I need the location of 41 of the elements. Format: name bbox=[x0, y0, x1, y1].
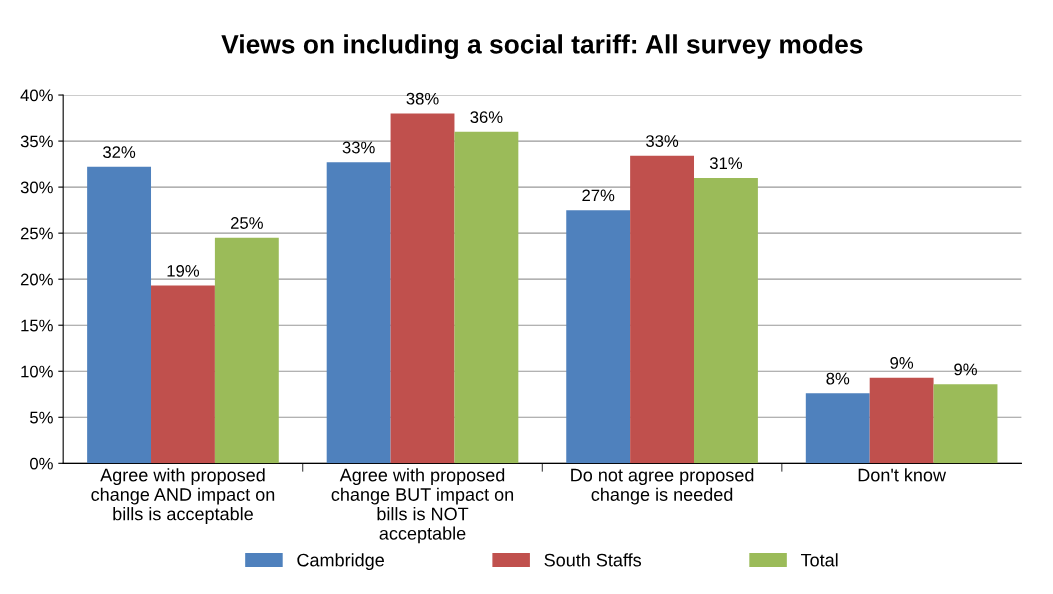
legend-label: South Staffs bbox=[544, 553, 642, 567]
bar bbox=[454, 131, 519, 464]
data-label: 9% bbox=[890, 357, 914, 369]
y-tick-label: 20% bbox=[20, 273, 53, 286]
data-label: 8% bbox=[826, 372, 850, 385]
y-tick-label: 10% bbox=[21, 365, 53, 378]
y-tick-label: 25% bbox=[20, 227, 53, 240]
y-tick-label: 30% bbox=[20, 181, 53, 194]
bar bbox=[390, 113, 455, 464]
bar bbox=[869, 377, 934, 464]
bar bbox=[805, 393, 870, 464]
bar bbox=[694, 177, 758, 464]
y-tick-label: 40% bbox=[20, 89, 53, 102]
data-label: 33% bbox=[342, 141, 375, 154]
legend-label: Total bbox=[800, 553, 838, 567]
legend-label: Cambridge bbox=[297, 553, 384, 571]
data-label: 27% bbox=[582, 189, 615, 202]
y-tick-label: 0% bbox=[30, 457, 53, 470]
data-label: 25% bbox=[231, 217, 263, 229]
data-label: 38% bbox=[406, 92, 439, 105]
bar bbox=[87, 166, 152, 464]
bar bbox=[630, 155, 695, 464]
bar bbox=[566, 210, 631, 464]
x-tick-label: Agree with proposed change AND impact on bills is acceptable bbox=[91, 468, 275, 524]
data-label: 36% bbox=[470, 111, 503, 124]
chart-title: Views on including a social tariff: All survey modes bbox=[221, 34, 863, 59]
data-label: 32% bbox=[103, 146, 136, 158]
x-tick-label: Agree with proposed change BUT impact on bills is NOT acceptable bbox=[331, 468, 514, 544]
x-tick-label: Don't know bbox=[858, 468, 947, 482]
bar bbox=[214, 237, 279, 464]
bar bbox=[326, 162, 391, 464]
data-label: 31% bbox=[709, 157, 743, 170]
data-label: 9% bbox=[954, 363, 977, 376]
y-tick-label: 35% bbox=[20, 135, 53, 148]
x-tick-label: Do not agree proposed change is needed bbox=[571, 468, 754, 505]
data-label: 19% bbox=[167, 264, 200, 277]
y-tick-label: 15% bbox=[21, 319, 53, 332]
y-tick-label: 5% bbox=[30, 411, 53, 424]
bar bbox=[933, 384, 998, 464]
bar bbox=[151, 285, 215, 464]
data-label: 33% bbox=[646, 135, 679, 147]
